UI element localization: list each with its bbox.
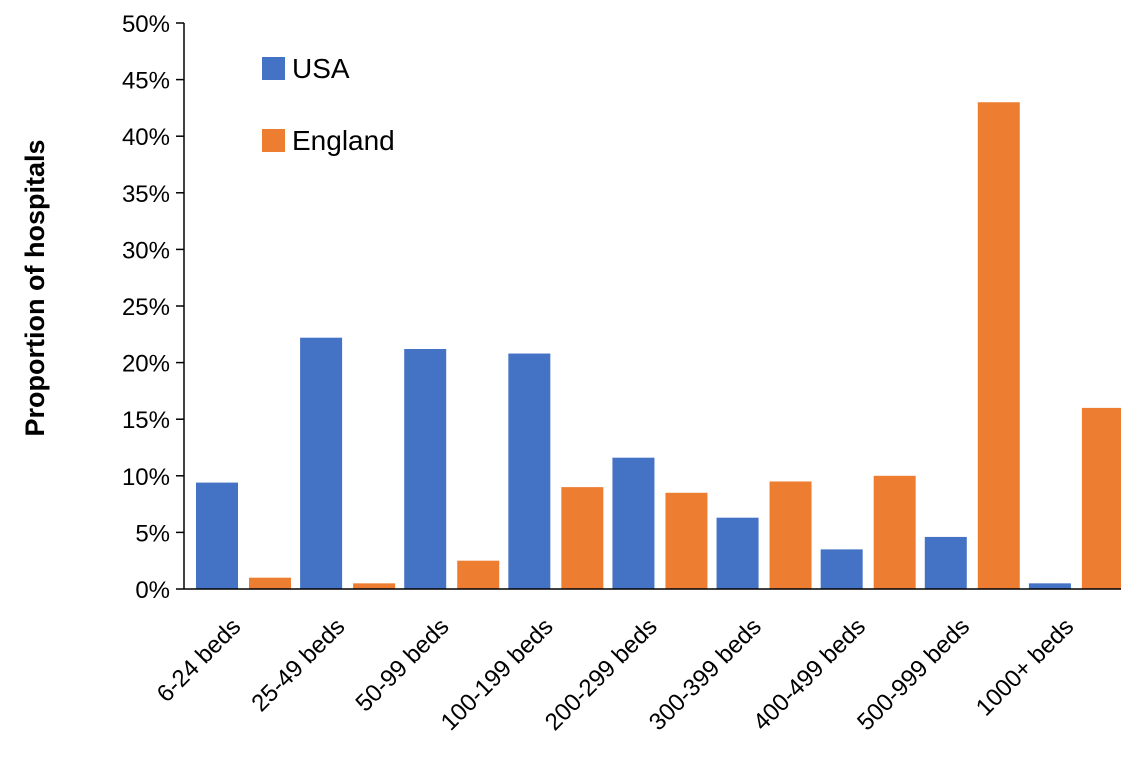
bar-england-3 [561,487,604,589]
legend-label-england: England [292,125,395,156]
x-tick-label: 1000+ beds [971,613,1079,721]
x-tick-label: 500-999 beds [852,613,975,736]
legend-swatch-england [262,129,285,152]
bar-usa-2 [404,349,447,589]
y-tick-label: 10% [122,464,170,491]
bar-usa-4 [612,457,655,589]
bar-usa-3 [508,353,551,589]
y-tick-label: 30% [122,237,170,264]
bar-england-2 [457,560,500,589]
legend: USA England [262,53,395,156]
bar-usa-5 [716,517,759,589]
y-tick-label: 0% [135,577,170,604]
bar-usa-6 [820,549,863,589]
y-axis-label: Proportion of hospitals [20,140,50,437]
y-tick-label: 50% [122,11,170,38]
y-axis-ticks: 0% 5% 10% 15% 20% 25% 30% 35% 40% 45% 50% [122,11,184,604]
bar-england-0 [249,577,291,589]
x-tick-label: 6-24 beds [152,613,247,708]
y-tick-label: 40% [122,124,170,151]
bars [196,102,1121,590]
bar-usa-8 [1028,583,1071,589]
bar-england-6 [873,475,916,589]
bar-england-7 [977,102,1020,590]
y-tick-label: 5% [135,520,170,547]
x-tick-label: 25-49 beds [246,613,350,717]
bar-england-4 [665,492,708,589]
x-tick-label: 50-99 beds [351,613,455,717]
y-tick-label: 35% [122,181,170,208]
legend-label-usa: USA [292,53,350,84]
bar-usa-7 [924,536,967,589]
bar-england-8 [1081,407,1121,589]
y-tick-label: 20% [122,351,170,378]
y-tick-label: 15% [122,407,170,434]
bar-usa-1 [300,337,343,589]
legend-swatch-usa [262,57,285,80]
y-tick-label: 45% [122,68,170,95]
bar-england-1 [353,583,396,589]
bar-england-5 [769,481,812,589]
y-tick-label: 25% [122,294,170,321]
bar-usa-0 [196,482,238,589]
